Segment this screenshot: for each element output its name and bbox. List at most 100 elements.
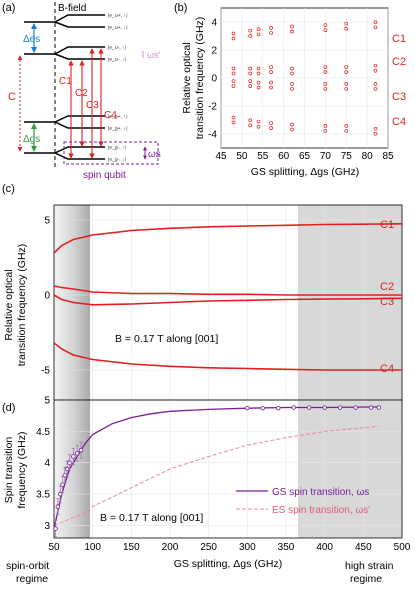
panel-d-xtick-label: 100 — [84, 542, 101, 553]
panel-d-ylabel-2: frequency (GHz) — [16, 431, 28, 508]
svg-text:|e_u+, ↓⟩: |e_u+, ↓⟩ — [108, 25, 128, 31]
panel-d-measured-point — [67, 460, 72, 465]
panel-b-ylabel-1: Relative optical — [181, 42, 193, 113]
panel-d-xtick-label: 200 — [162, 542, 179, 553]
panel-d-xtick-label: 150 — [123, 542, 140, 553]
panel-b-point-c4 — [256, 119, 261, 124]
panel-d-es-line — [53, 425, 379, 526]
panel-b-xtick-label: 65 — [299, 151, 311, 162]
panel-b-point-c3 — [290, 87, 294, 91]
panel-b-point-c1 — [256, 27, 261, 32]
panel-d-gs-line — [53, 406, 379, 529]
regime-right-line-2: regime — [350, 573, 382, 585]
svg-text:|e_u-, ↑⟩: |e_u-, ↑⟩ — [108, 45, 127, 51]
panel-d-measured-point — [53, 526, 58, 531]
panel-b-point-c3 — [248, 84, 253, 88]
panel-b-point-c3 — [269, 80, 273, 85]
panel-b-xtick-label: 85 — [382, 151, 394, 162]
panel-b-xtick-label: 60 — [278, 151, 290, 162]
panel-b-point-c2 — [231, 66, 236, 71]
regime-right-line-1: high strain — [345, 560, 394, 572]
panel-c-high-strain-shade — [298, 205, 402, 400]
panel-b-point-c1 — [231, 31, 236, 36]
regime-left-line-1: spin-orbit — [6, 560, 49, 572]
panel-d-measured-point — [376, 405, 381, 410]
panel-a-label: (a) — [2, 2, 15, 14]
panel-c-line-c4 — [53, 342, 402, 371]
panel-d-ytick-label: 4.5 — [36, 427, 50, 438]
panel-d-measured-point — [57, 491, 63, 497]
bfield-label: B-field — [58, 3, 86, 14]
panel-b-xlabel: GS splitting, Δgs (GHz) — [251, 166, 360, 178]
panel-c-ylabel-1: Relative optical — [3, 269, 15, 340]
panel-c-annotation: B = 0.17 T along [001] — [115, 333, 218, 345]
panel-b-point-c2 — [344, 70, 349, 74]
panel-d-xtick-label: 50 — [48, 542, 60, 553]
svg-text:|e_g-, ↓⟩: |e_g-, ↓⟩ — [108, 157, 127, 163]
panel-b-point-c4 — [290, 127, 294, 132]
panel-d-ytick-label: 4 — [44, 458, 50, 469]
panel-d-measured-point — [64, 466, 70, 472]
panel-d-measured-point — [62, 473, 68, 478]
panel-b-point-c2 — [256, 66, 261, 71]
panel-b-point-c1 — [256, 32, 261, 37]
panel-b-point-c1 — [344, 21, 349, 26]
panel-c-ticks: 5 0 -5 — [41, 216, 50, 377]
svg-text:|e_u+, ↑⟩: |e_u+, ↑⟩ — [108, 13, 128, 19]
panel-d-ytick-label: 5 — [44, 396, 50, 407]
panel-b-point-c2 — [248, 71, 253, 76]
panel-d-high-strain-shade — [298, 400, 402, 538]
panel-b-label-c3: C3 — [392, 91, 406, 103]
panel-d-measured-point — [245, 405, 250, 411]
panel-b-xtick-label: 70 — [320, 151, 332, 162]
panel-d-ticks: 50 100 150 200 250 300 350 400 450 500 5 4.5 4 3.5 3 — [36, 396, 411, 554]
legend-es-label: ES spin transition, ωs′ — [272, 505, 370, 516]
panel-b-point-c1 — [269, 31, 273, 35]
panel-b-point-c2 — [373, 68, 378, 73]
panel-c-ytick-label: 0 — [44, 291, 50, 302]
panel-b-point-c3 — [256, 85, 261, 90]
panel-c-ytick-label: 5 — [44, 216, 50, 227]
panel-b-point-c4 — [256, 124, 261, 129]
panel-b-point-c4 — [269, 126, 273, 130]
panel-b-point-c1 — [248, 28, 253, 33]
panel-c-ylabel-2: transition frequency (GHz) — [16, 244, 28, 367]
delta-es-label: Δes — [23, 34, 40, 45]
panel-b-point-c1 — [290, 29, 294, 34]
panel-b-point-c2 — [231, 71, 236, 76]
svg-text:|e_g+, ↓⟩: |e_g+, ↓⟩ — [108, 126, 128, 132]
panel-d-ytick-label: 3.5 — [36, 490, 50, 501]
panel-c-label: (c) — [2, 183, 15, 195]
c1-label: C1 — [59, 76, 72, 87]
panel-d-annotation: B = 0.17 T along [001] — [100, 512, 203, 524]
panel-b-xtick-label: 75 — [341, 151, 353, 162]
panel-b-point-c1 — [373, 25, 378, 30]
panel-d-measured-point — [322, 405, 327, 410]
panel-a: (a) B-field |e_u+, ↑⟩ |e_u+, ↓⟩ |e_u-, ↑… — [2, 2, 161, 181]
panel-b-point-c3 — [269, 85, 273, 90]
panel-b-point-c3 — [373, 82, 378, 86]
panel-d-xtick-label: 500 — [394, 542, 411, 553]
panel-d-measured-point — [276, 405, 281, 411]
panel-b-point-c1 — [373, 20, 378, 25]
panel-b-ticks: 45 50 55 60 65 70 75 80 85 4 2 0 -2 -4 — [208, 18, 394, 163]
svg-text:|e_u-, ↓⟩: |e_u-, ↓⟩ — [108, 57, 127, 63]
panel-d-spin-orbit-shade — [54, 400, 90, 538]
panel-b: (b) 45 50 55 60 65 70 75 80 85 4 2 0 -2 -4 Relative o… — [174, 2, 406, 178]
panel-c-label-c3: C3 — [380, 296, 394, 308]
panel-b-point-c4 — [323, 124, 328, 128]
panel-b-xtick-label: 55 — [257, 151, 269, 162]
panel-b-xtick-label: 50 — [236, 151, 248, 162]
panel-b-point-c1 — [344, 26, 349, 31]
panel-b-ytick-label: -4 — [208, 130, 217, 141]
panel-d-measured-point — [337, 405, 343, 410]
panel-b-point-c3 — [256, 80, 261, 85]
panel-b-point-c2 — [344, 65, 349, 69]
panel-b-point-c2 — [248, 66, 253, 71]
panel-c-label-c2: C2 — [380, 281, 394, 293]
panel-b-point-c2 — [290, 71, 294, 76]
panel-b-ytick-label: 0 — [211, 74, 217, 85]
panel-b-point-c3 — [290, 82, 294, 86]
panel-b-point-c3 — [231, 84, 236, 88]
panel-d-lines — [53, 405, 381, 537]
